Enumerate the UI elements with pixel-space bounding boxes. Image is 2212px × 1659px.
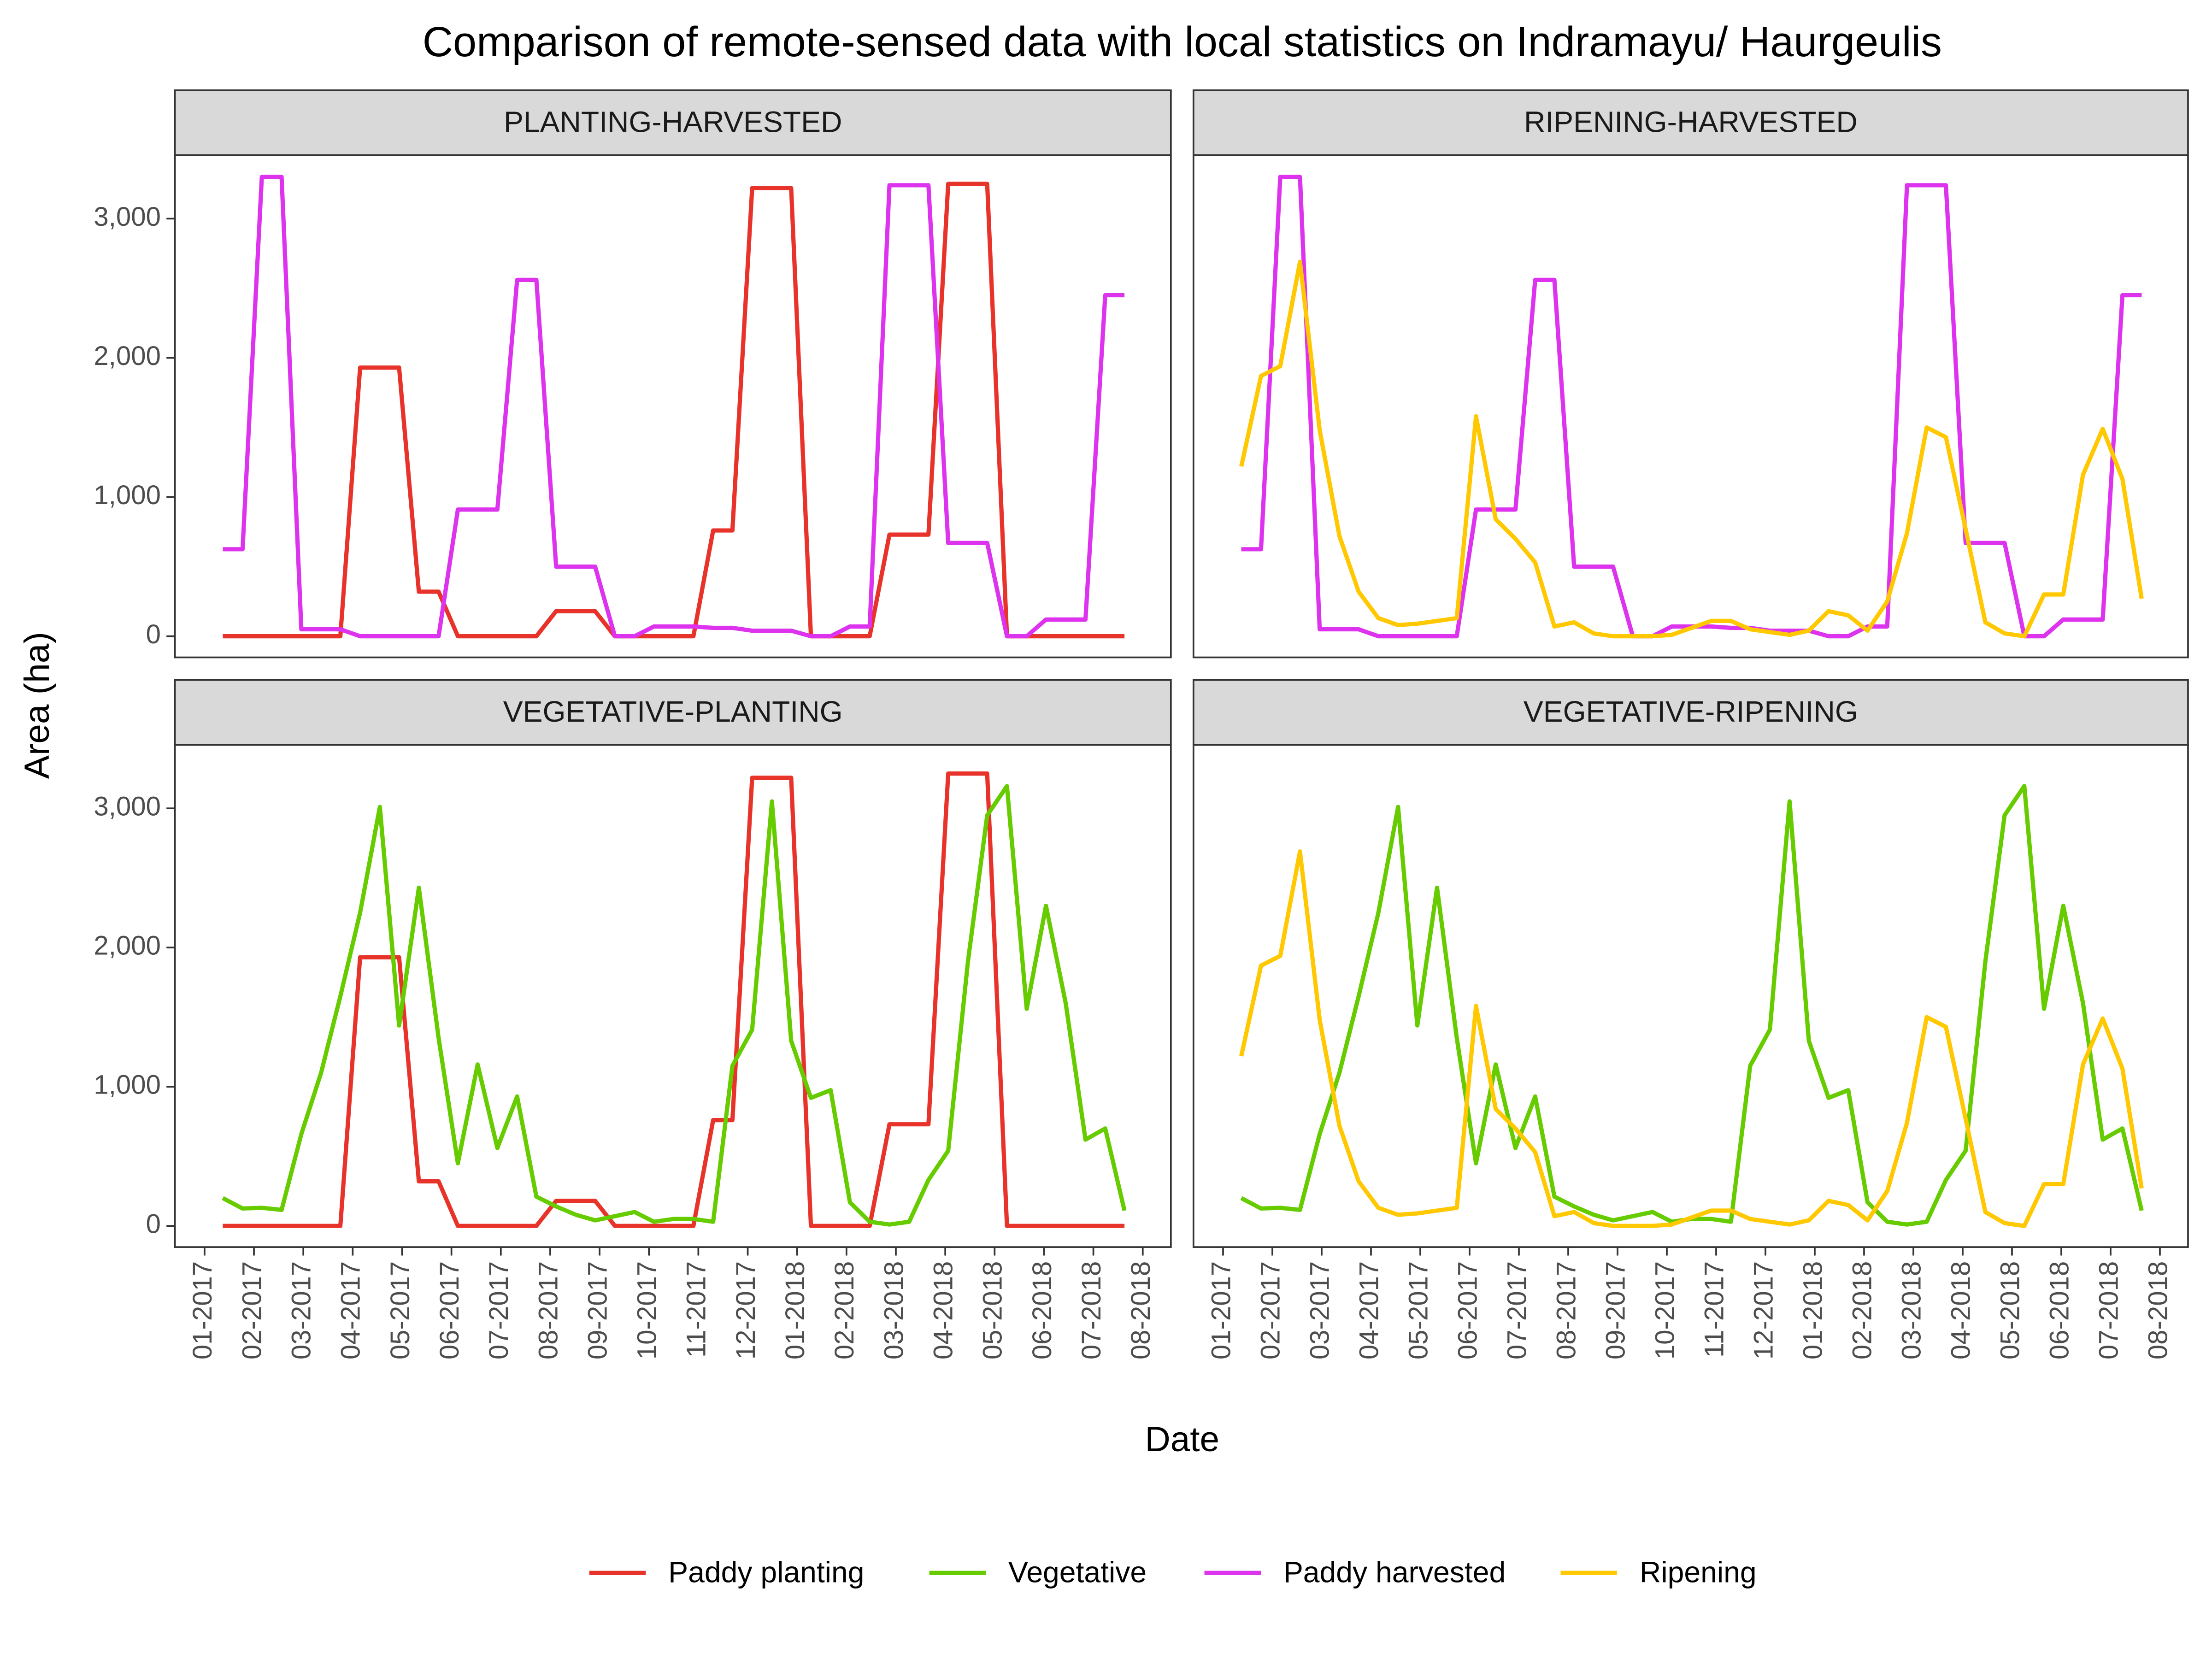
x-tick-label: 08-2018 xyxy=(2143,1261,2173,1359)
y-tick-label: 0 xyxy=(146,1209,161,1239)
series-line xyxy=(223,175,1125,639)
x-tick-label: 09-2017 xyxy=(582,1261,612,1359)
x-tick-label: 04-2017 xyxy=(1354,1261,1384,1359)
facet: RIPENING-HARVESTED xyxy=(1192,89,2189,659)
legend-label: Paddy planting xyxy=(668,1555,864,1588)
x-tick-label: 04-2018 xyxy=(928,1261,958,1359)
x-tick-label: 02-2018 xyxy=(830,1261,859,1359)
chart-title: Comparison of remote-sensed data with lo… xyxy=(423,18,1942,65)
strip-label: PLANTING-HARVESTED xyxy=(504,105,842,138)
y-tick-label: 3,000 xyxy=(94,791,161,821)
panel xyxy=(1192,744,2189,1248)
y-tick-label: 2,000 xyxy=(94,341,161,371)
x-tick-label: 06-2018 xyxy=(1027,1261,1057,1359)
y-tick-label: 1,000 xyxy=(94,480,161,510)
x-tick-label: 10-2017 xyxy=(632,1261,662,1359)
facet: VEGETATIVE-RIPENING 01-2017 02-2017 03-2017… xyxy=(1192,679,2189,1359)
x-tick-label: 11-2017 xyxy=(682,1261,712,1358)
series-line xyxy=(223,182,1125,639)
strip-label: VEGETATIVE-PLANTING xyxy=(503,695,843,728)
x-tick-label: 01-2017 xyxy=(1206,1261,1236,1359)
series-line xyxy=(1239,849,2144,1228)
x-tick-label: 07-2018 xyxy=(1077,1261,1106,1359)
x-tick-label: 05-2017 xyxy=(385,1261,415,1359)
strip-label: RIPENING-HARVESTED xyxy=(1524,105,1858,138)
x-tick-label: 06-2017 xyxy=(1453,1261,1483,1359)
x-tick-label: 06-2017 xyxy=(435,1261,465,1359)
legend-label: Vegetative xyxy=(1008,1555,1147,1588)
strip xyxy=(1192,679,2189,746)
panel xyxy=(174,744,1172,1248)
x-tick-label: 04-2017 xyxy=(336,1261,366,1359)
series-line xyxy=(1239,259,2144,639)
x-tick-label: 03-2017 xyxy=(1305,1261,1335,1359)
strip-label: VEGETATIVE-RIPENING xyxy=(1524,695,1858,728)
y-tick-label: 3,000 xyxy=(94,202,161,232)
legend-label: Paddy harvested xyxy=(1283,1555,1506,1588)
x-tick-label: 07-2017 xyxy=(484,1261,514,1359)
x-tick-label: 01-2018 xyxy=(780,1261,810,1359)
series-line xyxy=(223,771,1125,1228)
legend: Paddy planting Vegetative Paddy harvested R… xyxy=(589,1555,1757,1588)
x-axis-label: Date xyxy=(1145,1420,1219,1459)
x-tick-label: 05-2018 xyxy=(1995,1261,2025,1359)
y-tick-label: 0 xyxy=(146,619,161,649)
x-tick-label: 12-2017 xyxy=(1748,1261,1778,1359)
x-tick-label: 08-2017 xyxy=(1551,1261,1581,1359)
panel xyxy=(1192,154,2189,659)
x-tick-label: 05-2018 xyxy=(978,1261,1008,1359)
x-tick-label: 02-2018 xyxy=(1847,1261,1877,1359)
x-tick-label: 11-2017 xyxy=(1699,1261,1729,1358)
strip xyxy=(174,679,1172,746)
x-tick-label: 01-2018 xyxy=(1798,1261,1828,1359)
x-tick-label: 01-2017 xyxy=(188,1261,218,1359)
facet: PLANTING-HARVESTED 0 1,000 2,000 3,000 xyxy=(94,89,1172,659)
x-tick-label: 02-2017 xyxy=(237,1261,267,1359)
x-tick-label: 03-2018 xyxy=(879,1261,909,1359)
x-tick-label: 02-2017 xyxy=(1255,1261,1285,1359)
strip xyxy=(174,89,1172,156)
facet: VEGETATIVE-PLANTING 0 1,000 2,000 3,000 01-20… xyxy=(94,679,1172,1359)
x-tick-label: 06-2018 xyxy=(2044,1261,2074,1359)
y-tick-label: 1,000 xyxy=(94,1070,161,1100)
x-tick-label: 10-2017 xyxy=(1650,1261,1680,1359)
x-tick-label: 04-2018 xyxy=(1946,1261,1976,1359)
y-axis-label: Area (ha) xyxy=(18,632,57,779)
x-tick-label: 03-2017 xyxy=(287,1261,317,1359)
x-tick-label: 05-2017 xyxy=(1403,1261,1433,1359)
panel xyxy=(174,154,1172,659)
x-tick-label: 12-2017 xyxy=(731,1261,761,1359)
y-tick-label: 2,000 xyxy=(94,930,161,960)
series-line xyxy=(222,784,1127,1227)
x-tick-label: 07-2017 xyxy=(1502,1261,1532,1359)
legend-label: Ripening xyxy=(1640,1555,1757,1588)
x-tick-label: 03-2018 xyxy=(1896,1261,1926,1359)
x-tick-label: 08-2017 xyxy=(533,1261,563,1359)
x-tick-label: 07-2018 xyxy=(2094,1261,2124,1359)
x-tick-label: 08-2018 xyxy=(1126,1261,1156,1359)
x-tick-label: 09-2017 xyxy=(1600,1261,1630,1359)
